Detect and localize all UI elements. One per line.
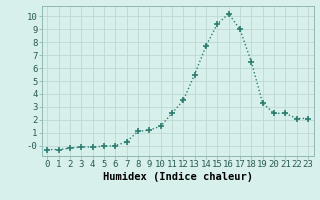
X-axis label: Humidex (Indice chaleur): Humidex (Indice chaleur): [103, 172, 252, 182]
